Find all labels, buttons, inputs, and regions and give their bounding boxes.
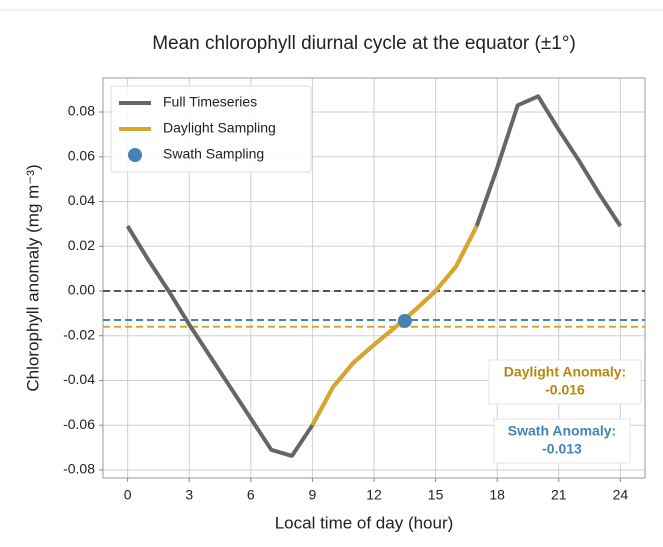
annotation-box <box>493 418 631 464</box>
legend: Full Timeseries Daylight Sampling Swath Sa… <box>110 85 312 173</box>
x-tick-label: 0 <box>124 487 132 503</box>
x-tick-label: 12 <box>366 487 382 503</box>
x-tick-label: 18 <box>489 487 505 503</box>
x-tick-label: 3 <box>185 487 193 503</box>
x-tick-label: 21 <box>551 487 567 503</box>
x-axis-label: Local time of day (hour) <box>275 513 454 532</box>
y-tick-label: -0.06 <box>63 416 95 432</box>
y-tick-label: 0.08 <box>68 103 95 119</box>
series-point <box>397 313 412 328</box>
annotation-label: Daylight Anomaly: <box>504 364 626 380</box>
y-tick-label: 0.04 <box>68 192 95 208</box>
y-tick-label: -0.04 <box>63 371 95 387</box>
y-tick-label: 0.06 <box>68 147 95 163</box>
chart-title: Mean chlorophyll diurnal cycle at the eq… <box>152 33 576 54</box>
x-tick-label: 9 <box>309 487 317 503</box>
series-line <box>310 225 479 427</box>
x-tick-label: 24 <box>613 487 629 503</box>
y-tick-label: -0.02 <box>63 326 95 342</box>
plot-frame <box>102 77 646 479</box>
annotation-label: Swath Anomaly: <box>508 423 616 439</box>
annotation-value: -0.013 <box>542 441 582 457</box>
x-tick-label: 6 <box>247 487 255 503</box>
y-tick-label: -0.08 <box>63 461 95 477</box>
annotation-value: -0.016 <box>545 382 585 398</box>
y-tick-label: 0.02 <box>68 237 95 253</box>
legend-label: Swath Sampling <box>163 146 264 162</box>
legend-label: Daylight Sampling <box>163 120 276 136</box>
annotation-box <box>488 359 642 405</box>
legend-swatch <box>128 148 142 162</box>
legend-box <box>110 85 312 173</box>
y-axis-label: Chlorophyll anomaly (mg m⁻³) <box>23 164 42 391</box>
x-tick-label: 15 <box>428 487 444 503</box>
legend-label: Full Timeseries <box>163 94 257 110</box>
y-tick-label: 0.00 <box>68 282 95 298</box>
